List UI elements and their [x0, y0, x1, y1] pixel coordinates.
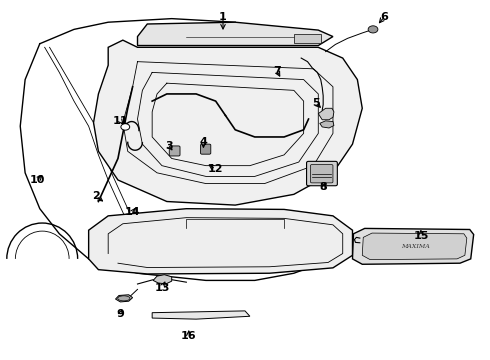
Text: 15: 15	[413, 231, 429, 240]
Text: 6: 6	[380, 12, 388, 22]
Text: 10: 10	[30, 175, 45, 185]
Text: 9: 9	[117, 310, 124, 319]
Text: 5: 5	[312, 98, 319, 108]
Text: 1: 1	[219, 12, 227, 22]
Polygon shape	[94, 40, 362, 205]
FancyBboxPatch shape	[169, 146, 180, 156]
Text: 7: 7	[273, 66, 281, 76]
Circle shape	[368, 26, 378, 33]
Polygon shape	[138, 22, 333, 45]
Bar	[294, 34, 321, 43]
Ellipse shape	[118, 296, 130, 301]
Polygon shape	[153, 275, 172, 284]
Polygon shape	[116, 295, 133, 302]
Text: 11: 11	[113, 116, 128, 126]
Polygon shape	[89, 209, 352, 274]
Text: 2: 2	[92, 191, 100, 201]
Text: 16: 16	[181, 331, 196, 341]
Text: 3: 3	[166, 141, 173, 151]
Polygon shape	[362, 233, 467, 260]
Text: 13: 13	[154, 283, 170, 293]
Text: 14: 14	[125, 207, 141, 217]
Polygon shape	[152, 311, 250, 319]
Polygon shape	[318, 108, 334, 120]
FancyBboxPatch shape	[200, 144, 211, 154]
Polygon shape	[320, 121, 334, 128]
Circle shape	[121, 124, 130, 130]
Text: MAXIMA: MAXIMA	[401, 244, 429, 249]
Text: 4: 4	[199, 138, 207, 147]
Polygon shape	[352, 228, 474, 264]
Text: 12: 12	[208, 164, 223, 174]
FancyBboxPatch shape	[307, 161, 337, 186]
Text: 8: 8	[319, 182, 327, 192]
FancyBboxPatch shape	[311, 165, 333, 183]
